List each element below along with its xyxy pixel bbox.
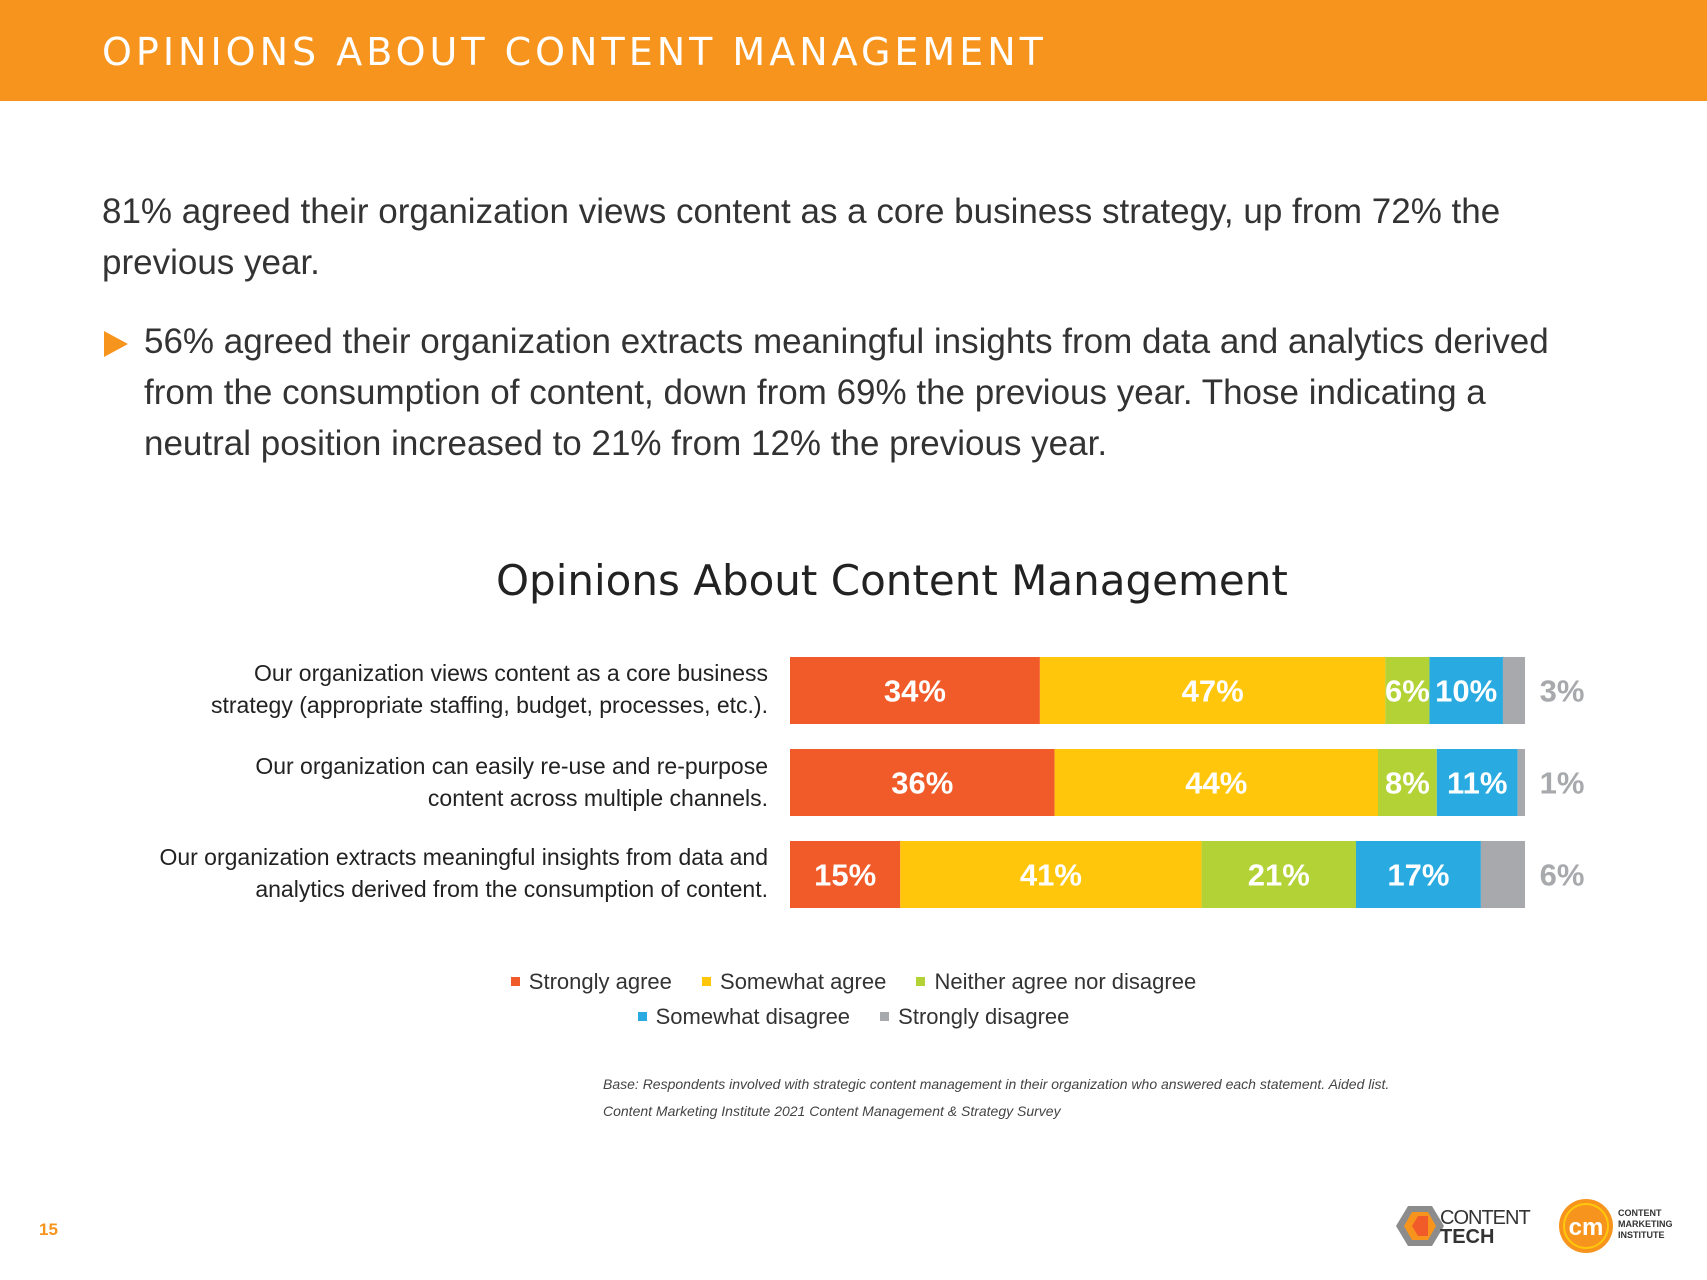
row-label-1: Our organization views content as a core…: [88, 657, 768, 721]
data-label-row-2-series-4: 11%: [1447, 766, 1507, 801]
bar-row-2-series-4: [1436, 749, 1518, 816]
legend-swatch-strongly-agree: [510, 976, 520, 986]
cmi-logo-line-1: CONTENT: [1618, 1208, 1662, 1218]
legend-strongly-agree: Strongly agree: [510, 969, 672, 995]
bullet-arrow-icon: [104, 331, 128, 357]
bar-row-3-series-1: [790, 841, 901, 908]
data-label-row-3-series-5: 6%: [1540, 858, 1585, 893]
legend-somewhat-agree: Somewhat agree: [702, 969, 886, 995]
legend-label-somewhat-disagree: Somewhat disagree: [655, 1004, 851, 1029]
content-tech-logo-line-1: CONTENT: [1440, 1207, 1530, 1229]
base-note: Base: Respondents involved with strategi…: [603, 1076, 1390, 1092]
content-tech-logo-line-2: TECH: [1440, 1226, 1494, 1248]
data-label-row-1-series-2: 47%: [1182, 674, 1244, 709]
row-label-1-line-1: Our organization views content as a core…: [254, 660, 768, 686]
bar-row-1-series-5: [1502, 657, 1525, 724]
intro-paragraph: 81% agreed their organization views cont…: [102, 192, 1501, 282]
legend-label-strongly-agree: Strongly agree: [528, 969, 672, 994]
header-bar: OPINIONS ABOUT CONTENT MANAGEMENT: [0, 0, 1707, 101]
row-label-2-line-1: Our organization can easily re-use and r…: [255, 753, 768, 779]
data-label-row-3-series-4: 17%: [1387, 858, 1449, 893]
cmi-badge-ring-icon: [1563, 1203, 1609, 1249]
content-tech-hexagon-accent-icon: [1412, 1216, 1428, 1236]
data-label-row-2-series-2: 44%: [1185, 766, 1247, 801]
data-label-row-1-series-1: 34%: [884, 674, 946, 709]
cmi-badge-text: cm: [1569, 1214, 1604, 1241]
legend-swatch-somewhat-agree: [702, 976, 712, 986]
cmi-logo: cm CONTENT MARKETING INSTITUTE: [1559, 1199, 1673, 1253]
bar-row-2-series-5: [1517, 749, 1525, 816]
bar-row-3-series-5: [1480, 841, 1525, 908]
cmi-logo-line-3: INSTITUTE: [1618, 1230, 1665, 1240]
row-label-1-line-2: strategy (appropriate staffing, budget, …: [211, 692, 768, 718]
data-label-row-3-series-2: 41%: [1020, 858, 1082, 893]
bar-row-1-series-2: [1039, 657, 1386, 724]
page-number: 15: [39, 1220, 58, 1239]
legend-swatch-strongly-disagree: [880, 1011, 890, 1021]
source-note: Content Marketing Institute 2021 Content…: [603, 1103, 1061, 1119]
data-label-row-3-series-1: 15%: [814, 858, 876, 893]
bar-row-2-series-2: [1054, 749, 1378, 816]
bar-row-2-series-1: [790, 749, 1055, 816]
bar-row-1-series-4: [1429, 657, 1503, 724]
row-label-3: Our organization extracts meaningful ins…: [88, 841, 768, 905]
page-title: OPINIONS ABOUT CONTENT MANAGEMENT: [102, 30, 1047, 74]
cmi-logo-line-2: MARKETING: [1618, 1219, 1673, 1229]
legend-somewhat-disagree: Somewhat disagree: [637, 1004, 851, 1030]
data-label-row-1-series-4: 10%: [1435, 674, 1497, 709]
cmi-badge-icon: [1559, 1199, 1613, 1253]
bar-row-1-series-1: [790, 657, 1040, 724]
data-label-row-3-series-3: 21%: [1248, 858, 1310, 893]
bar-row-2-series-3: [1378, 749, 1437, 816]
bar-row-3-series-3: [1201, 841, 1356, 908]
legend-label-strongly-disagree: Strongly disagree: [898, 1004, 1070, 1029]
legend-swatch-neither: [916, 976, 926, 986]
legend-neither: Neither agree nor disagree: [916, 969, 1196, 995]
data-label-row-2-series-1: 36%: [891, 766, 953, 801]
legend-swatch-somewhat-disagree: [637, 1011, 647, 1021]
data-label-row-2-series-5: 1%: [1540, 766, 1585, 801]
chart-title: Opinions About Content Management: [496, 556, 1288, 605]
legend-label-somewhat-agree: Somewhat agree: [720, 969, 887, 994]
data-label-row-1-series-5: 3%: [1540, 674, 1585, 709]
row-label-3-line-2: analytics derived from the consumption o…: [255, 876, 768, 902]
bar-row-3-series-2: [900, 841, 1202, 908]
legend-row-2: Somewhat disagree Strongly disagree: [0, 1004, 1707, 1030]
legend-row-1: Strongly agree Somewhat agree Neither ag…: [0, 969, 1707, 995]
data-label-row-1-series-3: 6%: [1385, 674, 1430, 709]
row-label-2-line-2: content across multiple channels.: [427, 785, 768, 811]
row-label-2: Our organization can easily re-use and r…: [88, 750, 768, 814]
legend-label-neither: Neither agree nor disagree: [934, 969, 1197, 994]
legend-strongly-disagree: Strongly disagree: [880, 1004, 1069, 1030]
stacked-bar-chart: 34% 47% 6% 10% 3%36% 44% 8% 11% 1%15% 41% 21% 17% 6%: [790, 657, 1585, 908]
row-label-3-line-1: Our organization extracts meaningful ins…: [159, 844, 768, 870]
bar-row-1-series-3: [1385, 657, 1430, 724]
data-label-row-2-series-3: 8%: [1385, 766, 1430, 801]
content-tech-logo: CONTENT TECH: [1396, 1206, 1531, 1248]
bullet-paragraph: 56% agreed their organization extracts m…: [144, 322, 1549, 463]
bar-row-3-series-4: [1355, 841, 1481, 908]
